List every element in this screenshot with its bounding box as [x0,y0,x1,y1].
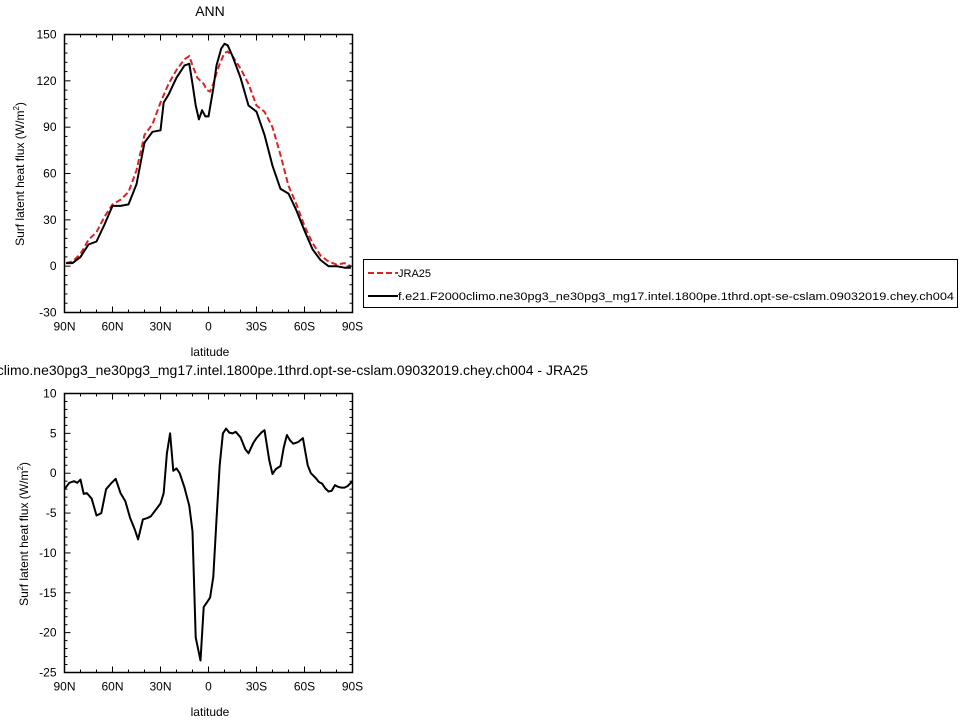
top-chart-ticks: 90N 60N 30N 0 30S 60S 90S -30 0 30 60 90 120 150 [36,28,363,334]
legend-label-model: f.e21.F2000climo.ne30pg3_ne30pg3_mg17.in… [398,291,954,303]
top-y-tick-label: 60 [43,167,57,181]
bottom-y-tick-label: -25 [39,666,57,680]
top-chart-title: ANN [195,3,225,19]
top-chart-series [65,42,352,269]
bottom-y-tick-label: 0 [50,466,57,480]
top-y-tick-label: 30 [43,213,57,227]
bottom-y-tick-label: 5 [50,426,57,440]
bottom-x-tick-label: 30S [246,680,267,694]
top-x-axis-label: latitude [191,345,230,359]
legend-box [363,259,958,308]
top-y-tick-label: 0 [50,259,57,273]
top-y-tick-label: 120 [36,74,56,88]
bottom-x-tick-label: 90S [342,680,363,694]
bottom-y-axis-label: Surf latent heat flux (W/m2) [16,462,31,606]
bottom-y-tick-label: 10 [43,387,57,401]
bottom-x-tick-label: 60N [101,680,123,694]
top-x-tick-label: 90N [53,320,75,334]
bottom-chart-title: f.e21.F2000climo.ne30pg3_ne30pg3_mg17.in… [0,362,588,378]
top-y-tick-label: -30 [39,306,57,320]
bottom-chart-ticks: 90N 60N 30N 0 30S 60S 90S -25 -20 -15 -10 -5 0 5 10 [39,387,363,694]
legend: JRA25 f.e21.F2000climo.ne30pg3_ne30pg3_m… [363,259,958,308]
bottom-y-tick-label: -5 [46,506,57,520]
top-x-tick-label: 60S [294,320,315,334]
bottom-x-tick-label: 60S [294,680,315,694]
bottom-plot-frame [63,392,354,674]
top-plot-frame [63,33,354,314]
bottom-series-line-0 [63,427,354,662]
top-y-tick-label: 150 [36,28,56,42]
top-chart: ANN 90N 60N 30N 0 30S 60S 90S-300306090120150 … [12,3,363,359]
top-x-tick-label: 60N [101,320,123,334]
top-x-tick-label: 30S [246,320,267,334]
top-y-axis-label: Surf latent heat flux (W/m2) [12,102,27,246]
bottom-x-tick-label: 0 [205,680,212,694]
legend-label-jra25: JRA25 [398,268,431,280]
bottom-x-axis-label: latitude [191,705,230,719]
top-x-tick-label: 30N [149,320,171,334]
bottom-y-tick-label: -15 [39,586,57,600]
top-series-line-1 [66,42,351,269]
bottom-x-tick-label: 30N [149,680,171,694]
bottom-chart: f.e21.F2000climo.ne30pg3_ne30pg3_mg17.in… [0,362,588,719]
top-x-tick-label: 90S [342,320,363,334]
bottom-y-tick-label: -20 [39,626,57,640]
top-y-tick-label: 90 [43,120,57,134]
top-series-line-0 [65,50,352,268]
bottom-x-tick-label: 90N [53,680,75,694]
top-x-tick-label: 0 [205,320,212,334]
bottom-y-tick-label: -10 [39,546,57,560]
bottom-chart-series [63,427,354,662]
